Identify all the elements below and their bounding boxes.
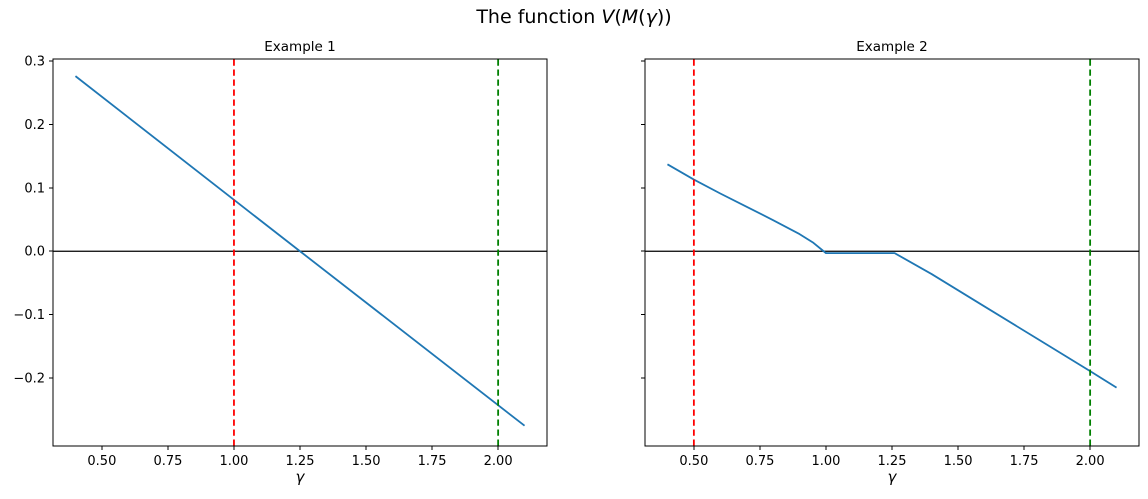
y-tick-label: 0.3	[24, 54, 45, 69]
figure-title-part: (	[638, 6, 646, 28]
figure-title-part: γ	[645, 6, 657, 28]
x-tick-label: 0.50	[679, 454, 708, 469]
subplot2-title: Example 2	[856, 39, 928, 55]
x-tick-label: 1.75	[418, 454, 447, 469]
x-tick-label: 1.75	[1010, 454, 1039, 469]
x-tick-label: 1.00	[811, 454, 840, 469]
subplot1-title: Example 1	[264, 39, 336, 55]
subplot2-xlabel: γ	[887, 468, 897, 486]
y-tick-label: 0.1	[24, 181, 45, 196]
y-tick-label: −0.2	[13, 372, 45, 387]
figure-title-part: V	[601, 6, 615, 28]
x-tick-label: 2.00	[1076, 454, 1105, 469]
x-tick-label: 1.25	[878, 454, 907, 469]
figure-title-part: M	[621, 6, 639, 28]
figure-title-part: ))	[656, 6, 672, 28]
series-line	[74, 75, 526, 427]
figure-title-part: The function	[476, 6, 602, 28]
series-line	[667, 163, 1118, 389]
x-tick-label: 1.50	[944, 454, 973, 469]
subplot1-xlabel: γ	[295, 468, 305, 486]
x-tick-label: 1.25	[286, 454, 315, 469]
figure-title-part: (	[614, 6, 622, 28]
y-tick-label: −0.1	[13, 308, 45, 323]
y-tick-label: 0.2	[24, 118, 45, 133]
x-tick-label: 0.75	[153, 454, 182, 469]
x-tick-label: 0.50	[87, 454, 116, 469]
x-tick-label: 0.75	[745, 454, 774, 469]
x-tick-label: 1.50	[352, 454, 381, 469]
y-tick-label: 0.0	[24, 245, 45, 260]
figure-title: The function V(M(γ))	[0, 6, 1148, 28]
x-tick-label: 2.00	[484, 454, 513, 469]
x-tick-label: 1.00	[219, 454, 248, 469]
